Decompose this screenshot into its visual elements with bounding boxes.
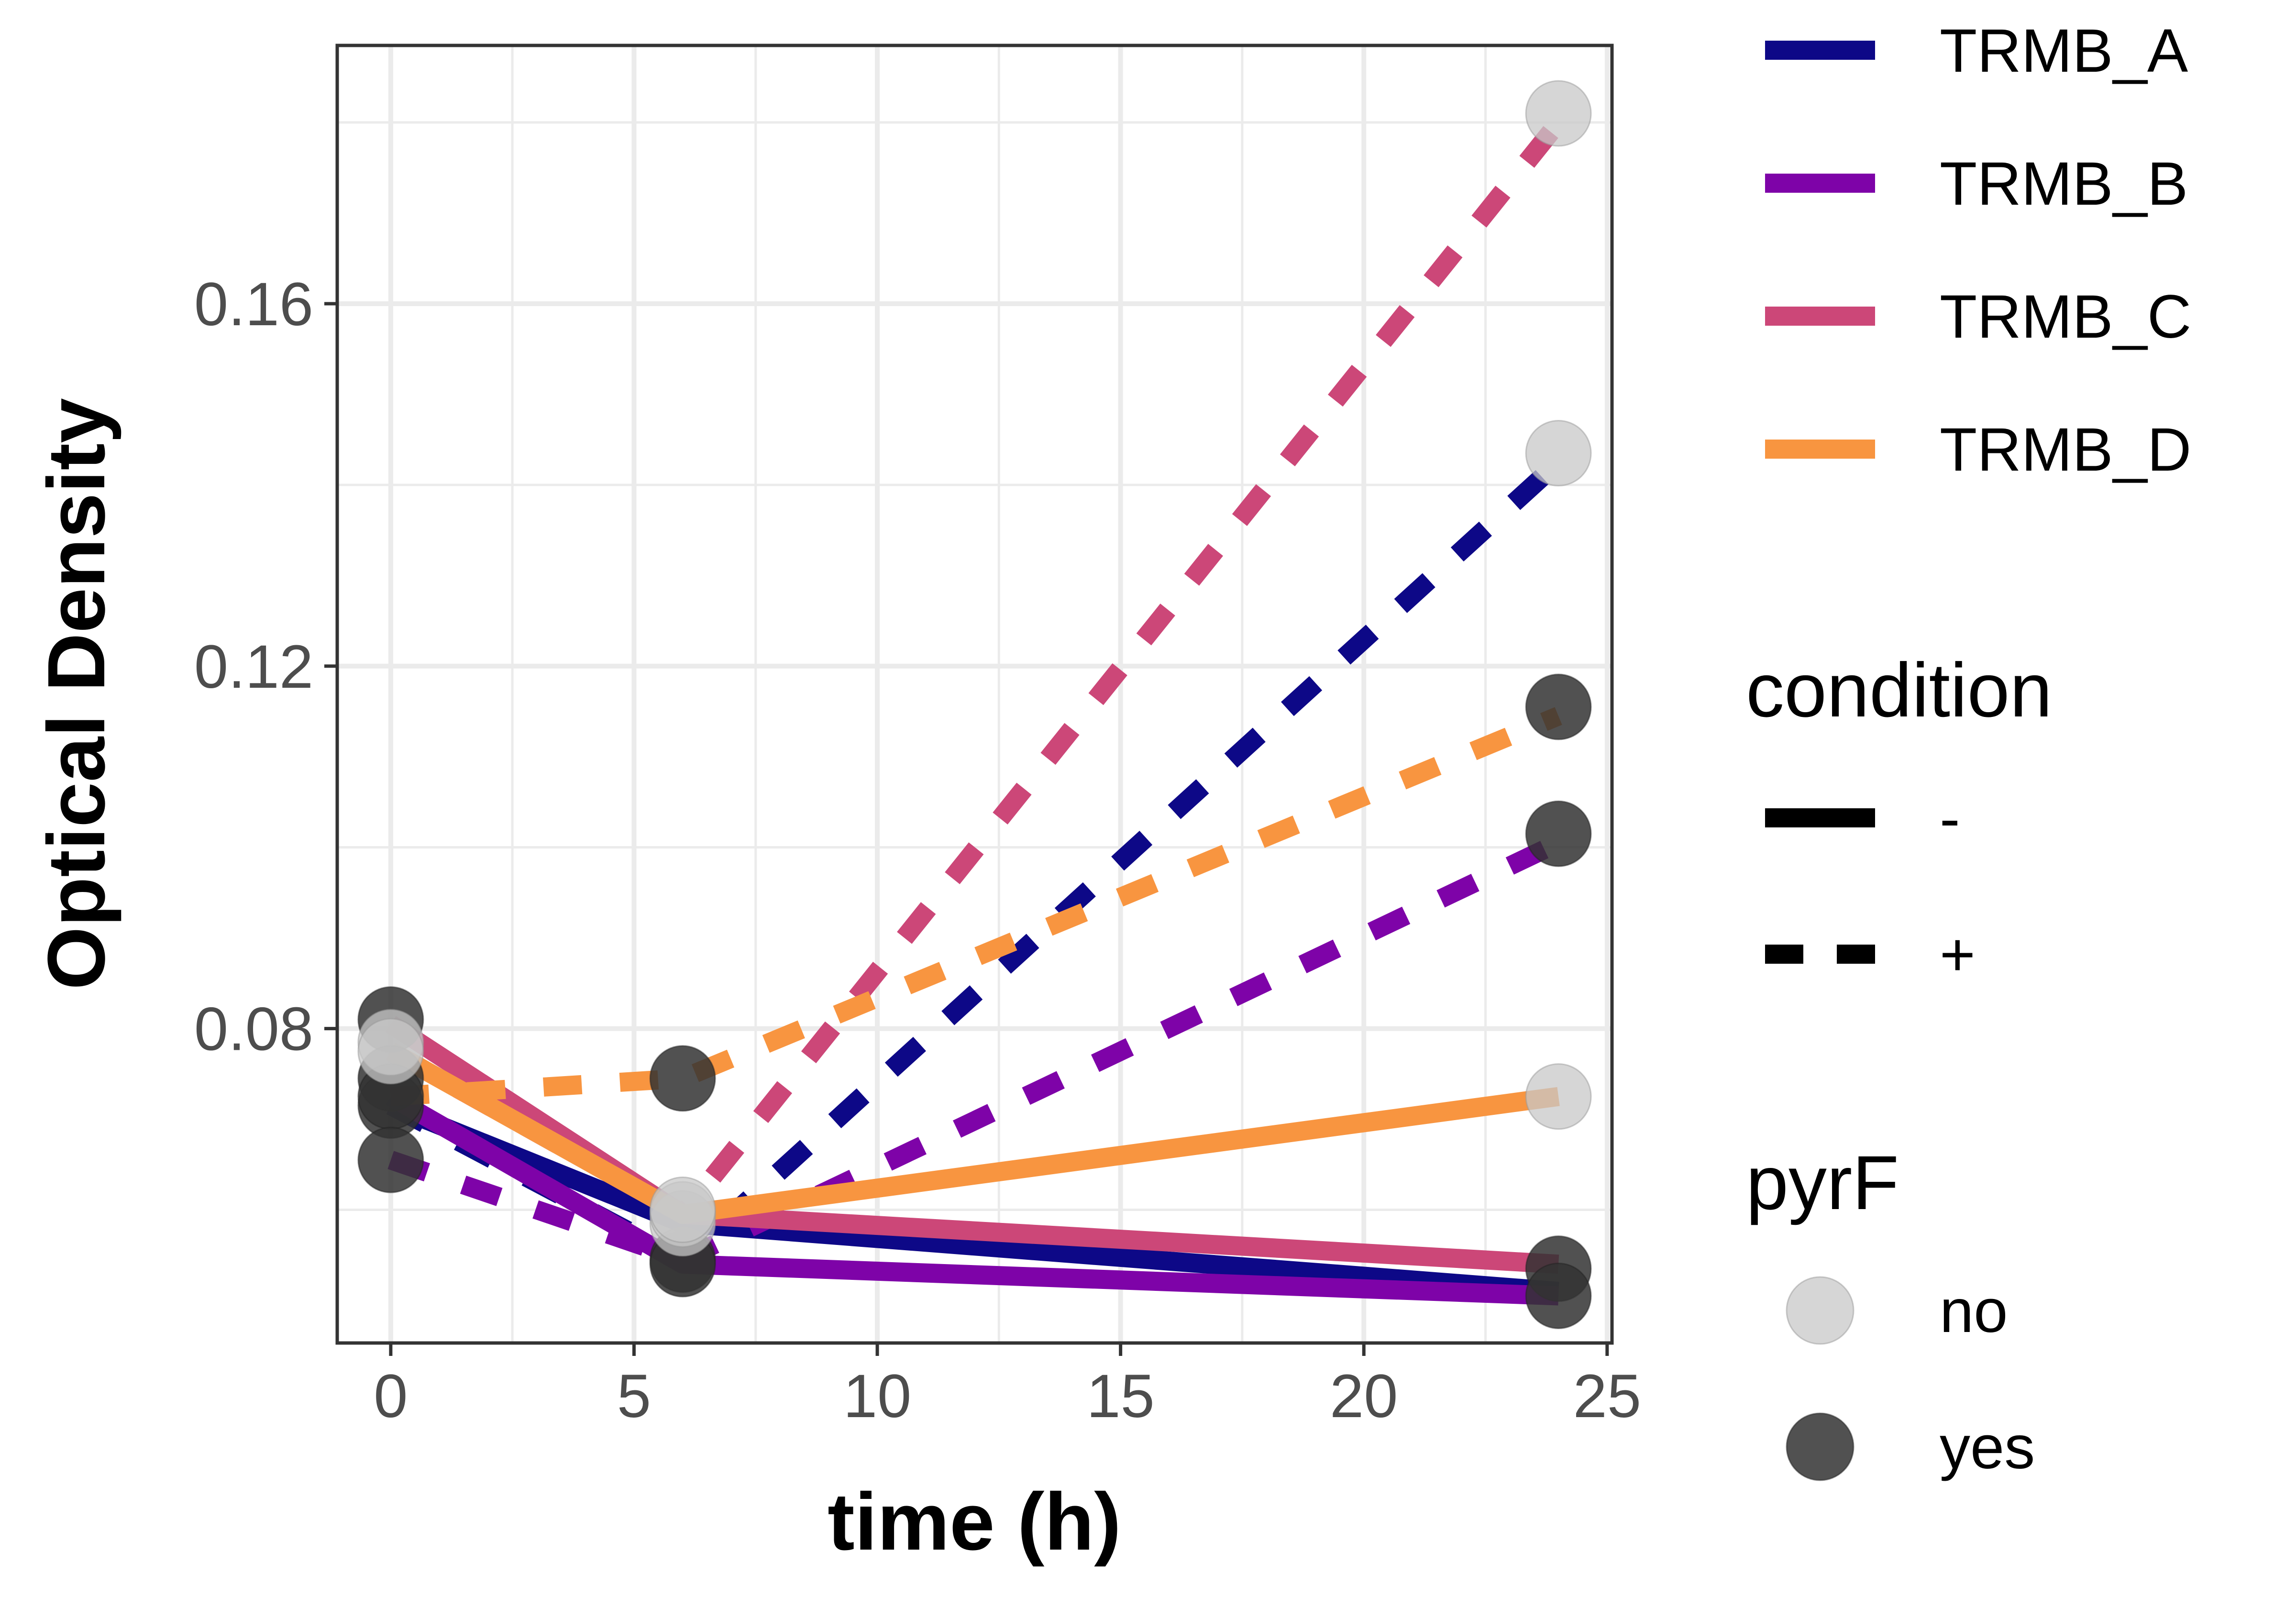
y-axis-title: Optical Density — [31, 398, 122, 990]
data-point-pyrf-yes — [1525, 673, 1592, 740]
legend-pyrf: no yes — [1786, 1276, 2035, 1482]
x-tick-label: 10 — [843, 1362, 911, 1431]
legend-title-pyrf: pyrF — [1746, 1140, 1899, 1225]
data-point-pyrf-yes — [649, 1045, 716, 1112]
data-point-pyrf-no — [1525, 1063, 1592, 1130]
legend-label-condition: + — [1940, 921, 1976, 989]
legend-strain: TRMB_A TRMB_B TRMB_C TRMB_D — [1765, 17, 2191, 484]
x-tick-label: 5 — [617, 1362, 651, 1431]
grid-minor — [337, 45, 1612, 1343]
legend-key-pyrf — [1786, 1276, 1854, 1345]
data-point-pyrf-no — [357, 1018, 424, 1085]
x-tick-label: 20 — [1330, 1362, 1398, 1431]
panel-background — [337, 45, 1612, 1343]
y-tick-label: 0.08 — [194, 995, 313, 1064]
data-points — [357, 80, 1592, 1329]
data-point-pyrf-yes — [1525, 800, 1592, 867]
legend-key-pyrf — [1786, 1412, 1854, 1481]
x-tick-label: 0 — [374, 1362, 408, 1431]
series-line-trmb_d-plus — [390, 707, 1562, 1106]
y-tick-label: 0.16 — [194, 270, 313, 339]
data-point-pyrf-yes — [357, 1126, 424, 1193]
x-axis-title: time (h) — [828, 1476, 1121, 1567]
plot-panel — [335, 44, 1614, 1345]
data-point-pyrf-yes — [1525, 1262, 1592, 1329]
legend-label-condition: - — [1940, 784, 1960, 853]
legend-condition: -+ — [1765, 784, 1976, 989]
legend-label-pyrf: no — [1940, 1277, 2008, 1345]
data-point-pyrf-no — [1525, 420, 1592, 487]
y-axis: 0.08 0.12 0.16 — [194, 270, 337, 1064]
y-tick-label: 0.12 — [194, 633, 313, 701]
panel-border — [335, 44, 1614, 1345]
legend-label-pyrf: yes — [1940, 1413, 2035, 1482]
legend-label-trmb_c: TRMB_C — [1940, 283, 2191, 351]
legend-label-trmb_b: TRMB_B — [1940, 150, 2188, 218]
legend-label-trmb_a: TRMB_A — [1940, 17, 2188, 85]
legend-label-trmb_d: TRMB_D — [1940, 416, 2191, 484]
x-axis: 0 5 10 15 20 25 — [374, 1343, 1641, 1431]
x-tick-label: 15 — [1086, 1362, 1154, 1431]
legend-title-condition: condition — [1746, 647, 2052, 733]
data-point-pyrf-no — [1525, 80, 1592, 147]
data-point-pyrf-no — [649, 1177, 716, 1244]
x-tick-label: 25 — [1573, 1362, 1641, 1431]
